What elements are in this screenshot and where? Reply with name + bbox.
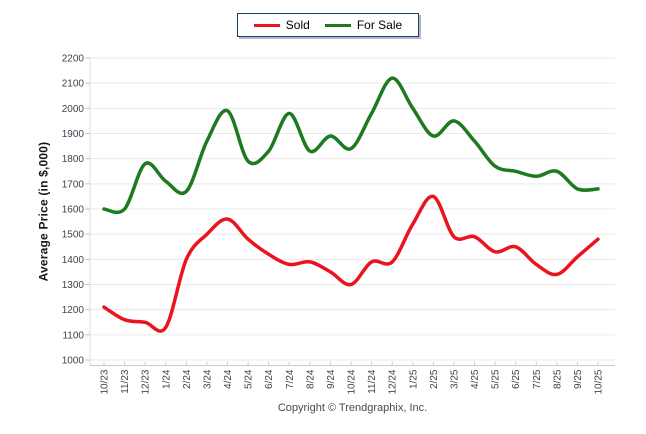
y-tick-label: 1200 <box>62 305 85 316</box>
x-tick-label: 5/25 <box>491 369 502 389</box>
x-tick-label: 8/25 <box>552 369 563 389</box>
series-line-for-sale <box>102 76 600 215</box>
y-tick-label: 2200 <box>62 54 85 65</box>
y-tick-label: 1900 <box>62 129 85 140</box>
y-tick-label: 1300 <box>62 280 85 291</box>
x-tick-label: 11/23 <box>120 369 131 394</box>
y-tick-label: 2000 <box>62 104 85 115</box>
x-tick-label: 4/24 <box>223 369 234 389</box>
x-tick-label: 10/23 <box>100 369 111 394</box>
x-tick-label: 7/25 <box>532 369 543 389</box>
x-tick-label: 2/24 <box>182 369 193 389</box>
x-tick-label: 10/24 <box>347 369 358 394</box>
sold-line-swatch <box>253 23 280 27</box>
legend-label-sold: Sold <box>285 18 310 32</box>
y-tick-label: 2100 <box>62 79 85 90</box>
x-tick-label: 12/24 <box>388 369 399 394</box>
x-tick-label: 6/25 <box>511 369 522 389</box>
y-tick-label: 1400 <box>62 255 85 266</box>
copyright-text: Copyright © Trendgraphix, Inc. <box>277 402 428 414</box>
legend-label-for-sale: For Sale <box>356 18 403 32</box>
y-tick-label: 1700 <box>62 179 85 190</box>
y-tick-label: 1000 <box>62 356 85 367</box>
y-tick-label: 1100 <box>62 330 84 341</box>
y-tick-label: 1800 <box>62 154 85 165</box>
x-tick-label: 5/24 <box>244 369 255 389</box>
for-sale-line-swatch <box>324 23 351 27</box>
x-tick-label: 1/25 <box>408 369 419 389</box>
x-tick-label: 8/24 <box>305 369 316 389</box>
y-tick-label: 1500 <box>62 230 85 241</box>
x-tick-label: 7/24 <box>285 369 296 389</box>
chart-legend: Sold For Sale <box>237 13 419 37</box>
x-tick-label: 3/25 <box>449 369 460 389</box>
series-line-sold <box>102 194 600 333</box>
x-tick-label: 9/25 <box>573 369 584 389</box>
x-tick-label: 4/25 <box>470 369 481 389</box>
x-tick-label: 9/24 <box>326 369 337 389</box>
x-tick-label: 6/24 <box>264 369 275 389</box>
x-tick-label: 12/23 <box>141 369 152 394</box>
x-tick-label: 1/24 <box>161 369 172 389</box>
y-tick-label: 1600 <box>62 205 85 216</box>
x-tick-label: 2/25 <box>429 369 440 389</box>
x-tick-label: 10/25 <box>594 369 605 394</box>
x-tick-label: 11/24 <box>367 369 378 394</box>
x-tick-label: 3/24 <box>202 369 213 389</box>
